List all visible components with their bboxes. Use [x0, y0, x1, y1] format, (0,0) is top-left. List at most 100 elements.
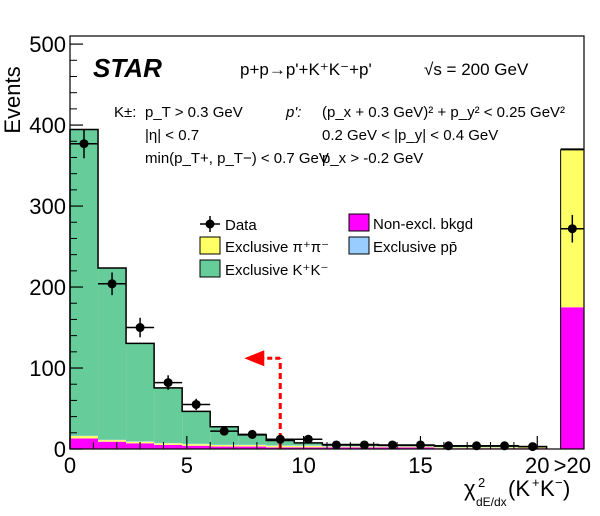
- data-marker: [219, 426, 229, 436]
- kaon-cut-label: K±:: [114, 104, 136, 121]
- cut-line: [244, 350, 282, 449]
- bar-5-s0: [210, 446, 239, 449]
- data-marker: [107, 279, 117, 289]
- bar-6-s3: [238, 434, 267, 445]
- legend-label-nonexcl: Non-excl. bkgd: [373, 216, 473, 233]
- bar-8-s3: [294, 442, 323, 446]
- data-point-2: [126, 317, 155, 338]
- kaon-cut-1: p_T > 0.3 GeV: [145, 104, 243, 121]
- data-points: [70, 129, 584, 452]
- data-marker: [443, 441, 453, 451]
- legend-label-data: Data: [225, 217, 257, 234]
- data-marker: [163, 378, 173, 388]
- y-tick-label: 500: [29, 32, 66, 57]
- bar-1-s1: [98, 440, 127, 442]
- bar-0-s0: [70, 438, 99, 449]
- data-point-0: [70, 129, 99, 159]
- data-marker: [135, 323, 145, 333]
- data-marker: [275, 434, 285, 444]
- legend-item-kk: Exclusive K⁺K⁻: [199, 259, 328, 279]
- y-ticks: 0 100 200 300 400 500: [29, 32, 83, 462]
- data-marker: [387, 440, 397, 450]
- proton-cut-3: p_x > -0.2 GeV: [322, 150, 423, 167]
- bar-5-s1: [210, 444, 239, 447]
- bar-8-s1: [294, 445, 323, 448]
- proton-cut-2: 0.2 GeV < |p_y| < 0.4 GeV: [322, 127, 498, 144]
- data-marker: [472, 441, 482, 451]
- data-point-8: [294, 434, 323, 444]
- bar-0-s3: [70, 129, 99, 436]
- legend-label-kk: Exclusive K⁺K⁻: [225, 262, 328, 279]
- svg-text:K: K: [540, 476, 555, 501]
- x-axis-label: χ 2 dE/dx (K + K − ): [464, 475, 570, 509]
- overflow-s0: [560, 307, 584, 449]
- y-tick-label: 100: [29, 356, 66, 381]
- y-tick-label: 200: [29, 275, 66, 300]
- data-point-6: [238, 429, 267, 439]
- overflow-tick-label: >20: [554, 453, 591, 478]
- data-point-7: [266, 434, 295, 444]
- data-marker: [79, 139, 89, 149]
- legend-label-ppbar: Exclusive pp̄: [373, 239, 457, 256]
- svg-text:+: +: [532, 475, 540, 490]
- bar-3-s1: [154, 443, 183, 445]
- svg-text:2: 2: [478, 475, 485, 490]
- overflow-bars: [560, 148, 584, 449]
- data-marker: [331, 440, 341, 450]
- data-point-11: [378, 440, 407, 450]
- legend: Data Non-excl. bkgd Exclusive π⁺π⁻ Exclu…: [199, 213, 473, 279]
- data-marker: [528, 442, 538, 452]
- legend-item-data: Data: [200, 216, 257, 234]
- bar-1-s0: [98, 441, 127, 449]
- svg-text:): ): [563, 476, 570, 501]
- process-label: p+p→p'+K⁺K⁻+p': [240, 60, 372, 79]
- data-marker: [303, 434, 313, 444]
- cut-arrow-head: [244, 350, 265, 367]
- data-point-3: [154, 375, 183, 390]
- svg-text:dE/dx: dE/dx: [476, 495, 507, 509]
- data-point-5: [210, 426, 239, 436]
- proton-cut-1: (p_x + 0.3 GeV)² + p_y² < 0.25 GeV²: [322, 104, 565, 121]
- legend-item-nonexcl: Non-excl. bkgd: [348, 213, 473, 233]
- x-tick-label: 20: [525, 453, 549, 478]
- experiment-label: STAR: [93, 53, 162, 83]
- legend-label-pipi: Exclusive π⁺π⁻: [225, 239, 329, 256]
- svg-text:χ: χ: [464, 476, 476, 501]
- bar-1-s3: [98, 268, 127, 440]
- bar-3-s3: [154, 387, 183, 443]
- legend-item-pipi: Exclusive π⁺π⁻: [199, 236, 329, 256]
- proton-cut-label: p':: [285, 104, 301, 121]
- x-tick-label: 0: [64, 453, 76, 478]
- energy-label: √s = 200 GeV: [424, 60, 529, 79]
- legend-item-ppbar: Exclusive pp̄: [348, 236, 457, 256]
- data-marker: [500, 441, 510, 451]
- histogram-bars: [69, 128, 548, 449]
- svg-text:−: −: [555, 475, 563, 490]
- data-marker: [567, 224, 577, 234]
- svg-text:(K: (K: [508, 476, 530, 501]
- data-point-13: [434, 441, 463, 451]
- x-tick-label: 10: [291, 453, 315, 478]
- bar-4-s1: [182, 444, 211, 446]
- bar-4-s0: [182, 445, 211, 449]
- y-tick-label: 0: [54, 437, 66, 462]
- data-marker: [359, 440, 369, 450]
- data-marker: [247, 429, 257, 439]
- data-point-overflow: [560, 214, 584, 243]
- bar-3-s0: [154, 444, 183, 449]
- bar-0-s1: [70, 436, 99, 439]
- data-point-16: [518, 442, 547, 452]
- y-tick-label: 300: [29, 194, 66, 219]
- kaon-cut-3: min(p_T+, p_T−) < 0.7 GeV: [145, 150, 329, 167]
- kaon-cut-2: |η| < 0.7: [145, 127, 199, 144]
- bar-2-s3: [126, 343, 155, 442]
- bar-8-s0: [294, 447, 323, 449]
- y-axis-label: Events: [0, 66, 25, 133]
- data-marker: [191, 399, 201, 409]
- bar-6-s0: [238, 446, 267, 449]
- y-tick-label: 400: [29, 113, 66, 138]
- x-ticks: 0 5 10 15 20 >20: [64, 436, 591, 478]
- data-point-4: [182, 398, 211, 411]
- x-tick-label: 15: [408, 453, 432, 478]
